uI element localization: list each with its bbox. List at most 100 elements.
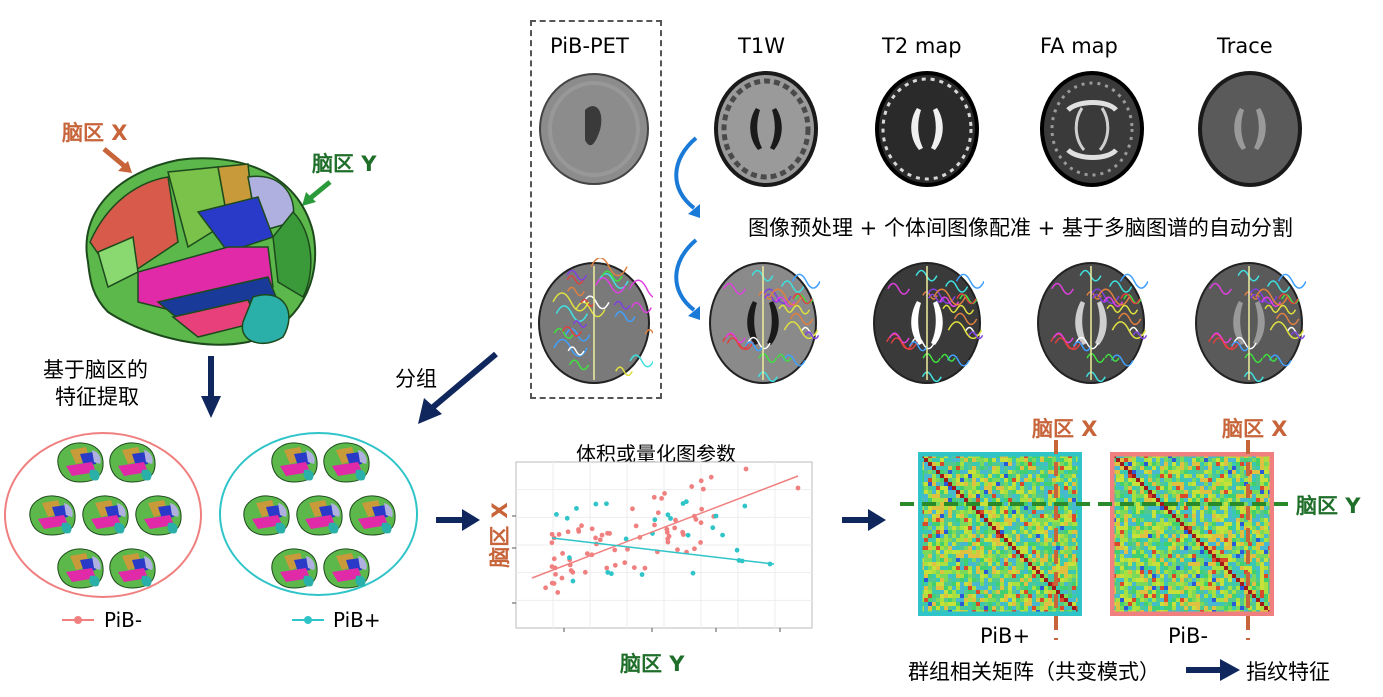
scatter-point-pib-neg (589, 526, 595, 532)
scatter-point-pib-pos (713, 513, 719, 519)
feature-extraction-label-line1: 基于脑区的 (43, 358, 148, 382)
to-scatter-arrow (436, 509, 480, 531)
scatter-point-pib-pos (566, 555, 572, 561)
scatter-point-pib-neg (664, 526, 670, 532)
matrix-caption: 群组相关矩阵（共变模式） (908, 660, 1160, 684)
modality-label-fa-map: FA map (1040, 34, 1118, 58)
registration-curve-arrow-top (674, 136, 700, 218)
t2-map-slice (875, 71, 979, 187)
mini-brain (109, 548, 156, 589)
scatter-point-pib-pos (623, 536, 629, 542)
scatter-point-pib-pos (593, 501, 599, 507)
scatter-point-pib-neg (612, 547, 618, 553)
mini-brain (57, 548, 104, 589)
fa-map-segmented-slice (1037, 262, 1148, 384)
scatter-point-pib-neg (579, 523, 584, 529)
mini-brain (323, 442, 370, 483)
scatter-point-pib-neg (604, 565, 610, 571)
trace-slice (1198, 71, 1302, 187)
scatter-point-pib-pos (710, 525, 716, 531)
scatter-point-pib-neg (549, 580, 555, 586)
mini-brain (296, 495, 343, 536)
pib-negative-legend-label: PiB- (104, 608, 143, 632)
scatter-point-pib-neg (543, 585, 549, 591)
matrix-neg-label: PiB- (1168, 624, 1209, 648)
to-matrix-arrow (842, 509, 886, 531)
scatter-point-pib-neg (612, 562, 618, 568)
fingerprint-label: 指纹特征 (1246, 660, 1330, 684)
scatter-point-pib-neg (689, 484, 695, 489)
scatter-point-pib-neg (559, 575, 565, 581)
pib-positive-group-ellipse (219, 432, 418, 596)
scatter-point-pib-neg (625, 546, 630, 552)
scatter-point-pib-pos (652, 517, 658, 523)
scatter-point-pib-neg (551, 556, 557, 562)
scatter-point-pib-pos (734, 547, 740, 553)
matrix-neg-region-x-label: 脑区 X (1222, 417, 1288, 441)
scatter-x-axis-label: 脑区 Y (620, 652, 685, 676)
scatter-point-pib-neg (593, 535, 598, 541)
registration-curve-arrow-bottom (674, 238, 700, 320)
scatter-point-pib-neg (642, 565, 648, 571)
grouping-label: 分组 (395, 367, 437, 391)
mini-brain (243, 495, 290, 536)
scatter-point-pib-neg (672, 525, 678, 531)
scatter-point-pib-neg (622, 560, 628, 566)
scatter-point-pib-neg (665, 539, 671, 545)
scatter-point-pib-neg (675, 547, 680, 553)
scatter-point-pib-neg (565, 529, 571, 535)
scatter-point-pib-pos (668, 516, 673, 521)
processing-pipeline-label: 图像预处理 + 个体间图像配准 + 基于多脑图谱的自动分割 (748, 216, 1293, 240)
grouping-arrow (418, 351, 498, 424)
fingerprint-arrow (1186, 659, 1240, 681)
scatter-point-pib-neg (631, 565, 637, 570)
scatter-point-pib-pos (605, 569, 611, 575)
scatter-point-pib-neg (599, 532, 605, 538)
scatter-point-pib-neg (698, 520, 704, 526)
scatter-point-pib-pos (608, 571, 614, 577)
mini-brain (109, 442, 156, 483)
pib-positive-legend-label: PiB+ (333, 608, 381, 632)
scatter-point-pib-pos (639, 572, 645, 577)
scatter-point-pib-neg (576, 528, 582, 534)
scatter-point-pib-neg (673, 517, 678, 523)
scatter-point-pib-neg (698, 540, 703, 545)
scatter-point-pib-pos (742, 503, 748, 509)
pib-pet-dashed-box (530, 20, 662, 399)
scatter-point-pib-neg (708, 474, 714, 480)
mini-brain (57, 442, 104, 483)
scatter-point-pib-neg (700, 486, 706, 492)
scatter-point-pib-pos (720, 532, 725, 538)
scatter-point-pib-neg (555, 590, 561, 595)
scatter-point-pib-neg (743, 466, 749, 472)
trace-segmented-slice (1195, 262, 1306, 384)
scatter-point-pib-neg (553, 571, 558, 577)
pib-pet-segmented-slice (538, 258, 653, 384)
pib-negative-brain-grid (29, 442, 182, 589)
scatter-point-pib-neg (556, 532, 562, 537)
modality-label-pib-pet: PiB-PET (550, 34, 629, 58)
scatter-point-pib-neg (630, 506, 635, 512)
region-x-label: 脑区 X (62, 121, 128, 145)
scatter-point-pib-neg (584, 551, 590, 557)
mini-brain (82, 495, 129, 536)
scatter-point-pib-neg (549, 540, 555, 546)
feature-extraction-label-line2: 特征提取 (55, 385, 139, 409)
scatter-point-pib-neg (680, 529, 686, 535)
pib-negative-legend-marker (62, 616, 94, 624)
mini-brain (349, 495, 396, 536)
scatter-point-pib-pos (665, 512, 671, 518)
scatter-point-pib-neg (605, 530, 610, 536)
scatter-point-pib-neg (662, 491, 667, 496)
mini-brain (323, 548, 370, 589)
pib-pos-regression-line (551, 537, 775, 565)
modality-label-t1w: T1W (738, 34, 785, 58)
scatter-point-pib-neg (582, 569, 588, 575)
scatter-point-pib-neg (568, 568, 574, 573)
scatter-plot (512, 461, 813, 632)
mini-brain (271, 548, 318, 589)
scatter-point-pib-neg (698, 478, 704, 484)
scatter-point-pib-pos (570, 578, 576, 584)
brain-3d-parcellation (85, 157, 317, 346)
scatter-point-pib-neg (560, 550, 565, 556)
